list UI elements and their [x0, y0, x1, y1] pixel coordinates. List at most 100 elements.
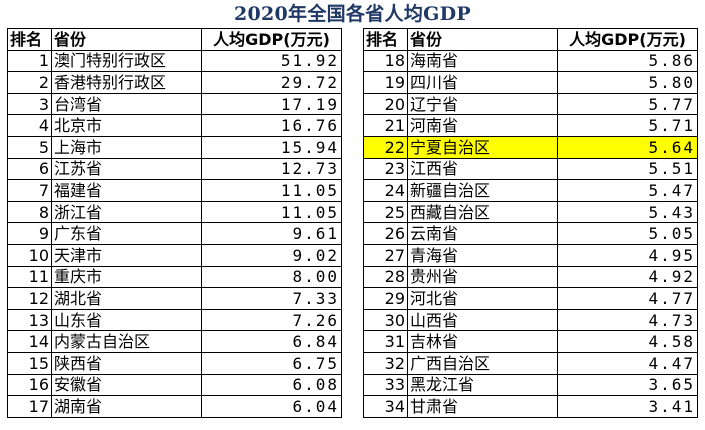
province-cell: 重庆市: [51, 265, 202, 289]
province-cell: 河北省: [407, 287, 558, 310]
table-row: 7 福建省 11.05: [7, 179, 342, 202]
province-cell: 香港特别行政区: [51, 71, 202, 94]
table-row-highlighted: 22 宁夏自治区 5.64: [363, 135, 698, 159]
gdp-value-cell: 9.61: [201, 222, 342, 245]
gdp-table-right-body: 排名 省份 人均GDP(万元) 18 海南省 5.86 19 四川省 5.80 20 辽宁省 5…: [363, 28, 698, 418]
table-row: 25 西藏自治区 5.43: [363, 200, 698, 224]
table-row: 16 安徽省 6.08: [7, 373, 342, 397]
table-row: 21 河南省 5.71: [363, 114, 698, 137]
rank-cell: 23: [363, 157, 408, 181]
gdp-value-cell: 5.71: [557, 114, 698, 137]
table-row: 33 黑龙江省 3.65: [363, 373, 698, 397]
province-cell: 北京市: [51, 114, 202, 137]
gdp-value-cell: 6.84: [201, 330, 342, 353]
rank-cell: 13: [7, 308, 52, 332]
gdp-value-cell: 11.05: [201, 200, 342, 224]
page-title: 2020年全国各省人均GDP: [233, 3, 472, 25]
rank-cell: 16: [7, 373, 52, 397]
header-rank: 排名: [7, 28, 52, 51]
province-cell: 青海省: [407, 243, 558, 267]
table-row: 19 四川省 5.80: [363, 71, 698, 94]
rank-cell: 31: [363, 330, 408, 353]
province-cell: 海南省: [407, 49, 558, 73]
gdp-value-cell: 5.86: [557, 49, 698, 73]
gdp-value-cell: 16.76: [201, 114, 342, 137]
gdp-value-cell: 5.77: [557, 92, 698, 116]
gdp-value-cell: 5.43: [557, 200, 698, 224]
province-cell: 河南省: [407, 114, 558, 137]
header-value: 人均GDP(万元): [201, 28, 342, 51]
rank-cell: 11: [7, 265, 52, 289]
province-cell: 上海市: [51, 135, 202, 159]
gdp-value-cell: 8.00: [201, 265, 342, 289]
province-cell: 黑龙江省: [407, 373, 558, 397]
gdp-value-cell: 5.51: [557, 157, 698, 181]
rank-cell: 12: [7, 287, 52, 310]
province-cell: 广西自治区: [407, 351, 558, 375]
gdp-value-cell: 4.77: [557, 287, 698, 310]
province-cell: 天津市: [51, 243, 202, 267]
table-row: 34 甘肃省 3.41: [363, 395, 698, 418]
table-row: 8 浙江省 11.05: [7, 200, 342, 224]
gdp-value-cell: 6.08: [201, 373, 342, 397]
gdp-value-cell: 5.80: [557, 71, 698, 94]
rank-cell: 17: [7, 395, 52, 418]
rank-cell: 28: [363, 265, 408, 289]
table-row: 12 湖北省 7.33: [7, 287, 342, 310]
gdp-value-cell: 5.47: [557, 179, 698, 202]
table-row: 2 香港特别行政区 29.72: [7, 71, 342, 94]
table-row: 31 吉林省 4.58: [363, 330, 698, 353]
province-cell: 贵州省: [407, 265, 558, 289]
table-row: 11 重庆市 8.00: [7, 265, 342, 289]
table-header-row: 排名 省份 人均GDP(万元): [7, 28, 342, 51]
table-row: 32 广西自治区 4.47: [363, 351, 698, 375]
gdp-value-cell: 3.41: [557, 395, 698, 418]
province-cell: 吉林省: [407, 330, 558, 353]
province-cell: 山西省: [407, 308, 558, 332]
gdp-value-cell: 3.65: [557, 373, 698, 397]
province-cell: 西藏自治区: [407, 200, 558, 224]
rank-cell: 10: [7, 243, 52, 267]
rank-cell: 9: [7, 222, 52, 245]
rank-cell: 29: [363, 287, 408, 310]
gdp-value-cell: 4.47: [557, 351, 698, 375]
gdp-value-cell: 4.58: [557, 330, 698, 353]
province-cell: 广东省: [51, 222, 202, 245]
rank-cell: 1: [7, 49, 52, 73]
rank-cell: 3: [7, 92, 52, 116]
rank-cell: 6: [7, 157, 52, 181]
table-row: 14 内蒙古自治区 6.84: [7, 330, 342, 353]
rank-cell: 21: [363, 114, 408, 137]
province-cell: 福建省: [51, 179, 202, 202]
table-row: 20 辽宁省 5.77: [363, 92, 698, 116]
rank-cell: 7: [7, 179, 52, 202]
header-province: 省份: [51, 28, 202, 51]
rank-cell: 18: [363, 49, 408, 73]
table-row: 30 山西省 4.73: [363, 308, 698, 332]
province-cell: 辽宁省: [407, 92, 558, 116]
rank-cell: 25: [363, 200, 408, 224]
rank-cell: 5: [7, 135, 52, 159]
gdp-value-cell: 6.04: [201, 395, 342, 418]
province-cell: 湖南省: [51, 395, 202, 418]
gdp-value-cell: 29.72: [201, 71, 342, 94]
table-row: 27 青海省 4.95: [363, 243, 698, 267]
gdp-table-right: 排名 省份 人均GDP(万元) 18 海南省 5.86 19 四川省 5.80 20 辽宁省 5…: [363, 28, 698, 418]
province-cell: 甘肃省: [407, 395, 558, 418]
table-row: 18 海南省 5.86: [363, 49, 698, 73]
rank-cell: 4: [7, 114, 52, 137]
table-row: 5 上海市 15.94: [7, 135, 342, 159]
province-cell: 江苏省: [51, 157, 202, 181]
rank-cell: 2: [7, 71, 52, 94]
table-row: 1 澳门特别行政区 51.92: [7, 49, 342, 73]
table-row: 26 云南省 5.05: [363, 222, 698, 245]
rank-cell: 15: [7, 351, 52, 375]
gdp-value-cell: 6.75: [201, 351, 342, 375]
gdp-table-left-body: 排名 省份 人均GDP(万元) 1 澳门特别行政区 51.92 2 香港特别行政区 29.…: [7, 28, 342, 418]
rank-cell: 22: [363, 135, 408, 159]
province-cell: 安徽省: [51, 373, 202, 397]
gdp-value-cell: 7.26: [201, 308, 342, 332]
gdp-value-cell: 15.94: [201, 135, 342, 159]
gdp-value-cell: 5.64: [557, 135, 698, 159]
table-row: 13 山东省 7.26: [7, 308, 342, 332]
